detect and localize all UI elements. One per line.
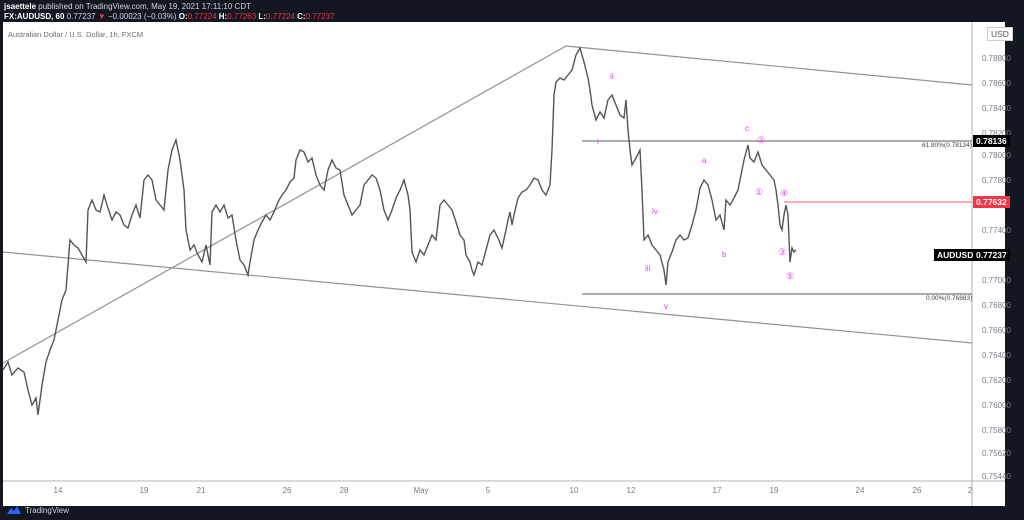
price-tick: 0.78800 <box>982 54 1011 63</box>
close-value: 0.77237 <box>305 12 335 21</box>
price-tick: 0.78200 <box>982 129 1011 138</box>
fib-0-label: 0.00%(0.76883) <box>926 295 972 302</box>
wave-5-circled: ⑤ <box>786 271 794 281</box>
price-axis[interactable]: 0.78800 0.78600 0.78400 0.78200 0.78000 … <box>982 54 1011 481</box>
price-tick: 0.76200 <box>982 376 1011 385</box>
low-value: 0.77224 <box>265 12 295 21</box>
chart-title: Australian Dollar / U.S. Dollar, 1h, FXC… <box>8 30 144 39</box>
wave-c: c <box>745 124 749 133</box>
author-name[interactable]: jsaettele <box>4 2 37 11</box>
wave-2-circled: ② <box>757 135 765 145</box>
red-level-price-tag: 0.77632 <box>973 196 1010 208</box>
tradingview-footer[interactable]: TradingView <box>6 505 69 515</box>
price-tick: 0.76800 <box>982 301 1011 310</box>
down-arrow-icon: ▼ <box>97 12 106 21</box>
time-tick: 19 <box>770 486 779 495</box>
time-tick: 2 <box>968 486 973 495</box>
wave-a: a <box>702 156 707 165</box>
symbol-interval: FX:AUDUSD, 60 <box>4 12 65 21</box>
currency-label[interactable]: USD <box>987 27 1013 41</box>
low-label: L: <box>258 12 266 21</box>
price-tick: 0.77400 <box>982 226 1011 235</box>
last-price-tag: 0.77237 <box>973 249 1010 261</box>
ohlc-line: FX:AUDUSD, 60 0.77237 ▼ −0.00023 (−0.03%… <box>4 12 334 22</box>
wave-ii: ii <box>610 72 614 81</box>
publish-header: jsaettele published on TradingView.com, … <box>4 2 334 22</box>
time-tick: 26 <box>913 486 922 495</box>
wave-iii: iii <box>645 264 651 273</box>
open-label: O: <box>178 12 188 21</box>
price-tick: 0.77800 <box>982 176 1011 185</box>
time-tick: 17 <box>713 486 722 495</box>
price-tick: 0.75620 <box>982 449 1011 458</box>
time-tick: 12 <box>627 486 636 495</box>
price-tick: 0.75800 <box>982 426 1011 435</box>
time-tick: May <box>413 486 428 495</box>
wave-iv: iv <box>652 207 658 216</box>
price-tick: 0.78000 <box>982 151 1011 160</box>
trendlines <box>2 45 973 364</box>
last-price: 0.77237 <box>66 12 96 21</box>
open-value: 0.77224 <box>187 12 217 21</box>
symbol-tag: AUDUSD <box>934 249 977 261</box>
high-label: H: <box>218 12 228 21</box>
price-tick: 0.77000 <box>982 276 1011 285</box>
wave-i: i <box>597 137 599 146</box>
upper-falling-trendline <box>565 45 973 86</box>
price-change: −0.00023 (−0.03%) <box>108 12 177 21</box>
wave-v: v <box>664 302 668 311</box>
high-value: 0.77263 <box>227 12 257 21</box>
time-tick: 14 <box>54 486 63 495</box>
time-tick: 19 <box>140 486 149 495</box>
price-tick: 0.76600 <box>982 326 1011 335</box>
wave-3-circled: ③ <box>778 247 786 257</box>
lower-falling-trendline <box>2 251 973 344</box>
publish-info: published on TradingView.com, May 19, 20… <box>38 2 251 11</box>
time-tick: 26 <box>283 486 292 495</box>
time-tick: 28 <box>340 486 349 495</box>
fib-618-price-tag: 0.78136 <box>973 135 1010 147</box>
price-tick: 0.75440 <box>982 472 1011 481</box>
tradingview-logo-icon <box>7 506 21 514</box>
price-series <box>2 46 797 416</box>
price-tick: 0.78400 <box>982 104 1011 113</box>
price-tick: 0.76000 <box>982 401 1011 410</box>
time-tick: 21 <box>197 486 206 495</box>
brand-name: TradingView <box>25 505 70 515</box>
price-tick: 0.76400 <box>982 351 1011 360</box>
time-tick: 24 <box>856 486 865 495</box>
time-tick: 10 <box>570 486 579 495</box>
time-axis[interactable]: 14 19 21 26 28 May 5 10 12 17 19 24 26 2 <box>54 486 973 495</box>
price-tick: 0.78600 <box>982 79 1011 88</box>
close-label: C: <box>297 12 306 21</box>
wave-labels: i ii iii iv v a b c ① ② ③ ④ ⑤ <box>597 72 794 311</box>
fib-618-label: 61.80%(0.78134) <box>922 142 972 149</box>
wave-4-circled: ④ <box>780 188 788 198</box>
wave-1-circled: ① <box>755 187 763 197</box>
time-tick: 5 <box>486 486 491 495</box>
rising-trendline <box>2 45 567 364</box>
chart-frame[interactable] <box>3 22 1005 506</box>
wave-b: b <box>722 250 727 259</box>
